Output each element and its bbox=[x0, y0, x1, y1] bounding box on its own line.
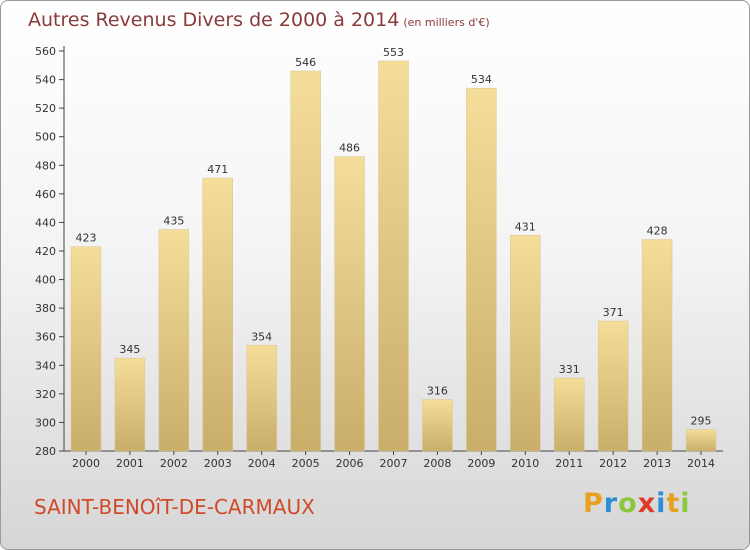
x-tick-label: 2011 bbox=[555, 457, 583, 470]
commune-name: SAINT-BENOîT-DE-CARMAUX bbox=[34, 495, 315, 519]
x-tick-label: 2009 bbox=[467, 457, 495, 470]
bars: 423 345 435 471 354 546 486 553 316 534 431 331 371 4… bbox=[70, 46, 717, 452]
proxiti-logo: Proxiti bbox=[583, 488, 691, 519]
x-tick-label: 2014 bbox=[687, 457, 715, 470]
y-tick-label: 460 bbox=[35, 188, 56, 201]
bar-value-label: 534 bbox=[471, 73, 492, 86]
bar bbox=[597, 320, 629, 452]
y-tick-label: 280 bbox=[35, 445, 56, 458]
bar-value-label: 546 bbox=[295, 56, 316, 69]
logo-letter: t bbox=[666, 488, 681, 519]
bar bbox=[378, 60, 409, 452]
y-tick-label: 420 bbox=[35, 245, 56, 258]
bar bbox=[685, 429, 717, 452]
x-tick-label: 2012 bbox=[599, 457, 627, 470]
y-tick-label: 520 bbox=[35, 102, 56, 115]
bar-value-label: 486 bbox=[339, 142, 360, 155]
x-tick-label: 2000 bbox=[72, 457, 100, 470]
logo-letter: i bbox=[656, 488, 667, 519]
bar bbox=[114, 357, 146, 452]
y-tick-label: 360 bbox=[35, 331, 56, 344]
bar bbox=[334, 156, 365, 452]
bar bbox=[466, 87, 497, 452]
y-tick-label: 300 bbox=[35, 416, 56, 429]
bar bbox=[246, 345, 277, 452]
bar-value-label: 295 bbox=[691, 415, 712, 428]
x-tick-label: 2002 bbox=[160, 457, 188, 470]
logo-letter: r bbox=[603, 488, 619, 519]
bar-value-label: 423 bbox=[75, 232, 96, 245]
bar bbox=[70, 246, 102, 452]
logo-letter: P bbox=[583, 488, 604, 519]
bar bbox=[510, 235, 541, 452]
bar bbox=[554, 377, 585, 452]
chart-title-unit: (en milliers d'€) bbox=[403, 16, 490, 29]
x-tick-label: 2010 bbox=[511, 457, 539, 470]
bar-value-label: 553 bbox=[383, 46, 404, 59]
bar bbox=[202, 177, 233, 452]
x-tick-label: 2001 bbox=[116, 457, 144, 470]
y-tick-label: 380 bbox=[35, 302, 56, 315]
bar-value-label: 428 bbox=[647, 225, 668, 238]
bar-value-label: 431 bbox=[515, 220, 536, 233]
x-tick-label: 2008 bbox=[423, 457, 451, 470]
bar bbox=[290, 70, 321, 452]
y-tick-label: 340 bbox=[35, 359, 56, 372]
bar-value-label: 435 bbox=[163, 215, 184, 228]
x-tick-label: 2003 bbox=[204, 457, 232, 470]
x-tick-label: 2005 bbox=[292, 457, 320, 470]
x-tick-label: 2004 bbox=[248, 457, 276, 470]
logo-letter: o bbox=[618, 488, 638, 519]
x-tick-label: 2006 bbox=[336, 457, 364, 470]
y-tick-label: 320 bbox=[35, 388, 56, 401]
bar bbox=[422, 399, 453, 452]
logo-letter: i bbox=[680, 488, 691, 519]
logo-letter: x bbox=[637, 488, 657, 519]
chart-title: Autres Revenus Divers de 2000 à 2014 (en … bbox=[28, 9, 490, 31]
bar-value-label: 331 bbox=[559, 363, 580, 376]
bar-value-label: 345 bbox=[119, 343, 140, 356]
bar-value-label: 316 bbox=[427, 385, 448, 398]
y-tick-label: 560 bbox=[35, 45, 56, 58]
bar-value-label: 354 bbox=[251, 330, 272, 343]
y-tick-label: 440 bbox=[35, 216, 56, 229]
y-tick-label: 540 bbox=[35, 74, 56, 87]
x-tick-label: 2013 bbox=[643, 457, 671, 470]
chart-title-text: Autres Revenus Divers de 2000 à 2014 bbox=[28, 9, 400, 31]
x-tick-label: 2007 bbox=[380, 457, 408, 470]
bar-value-label: 471 bbox=[207, 163, 228, 176]
y-tick-label: 500 bbox=[35, 131, 56, 144]
y-tick-label: 480 bbox=[35, 159, 56, 172]
bar bbox=[158, 229, 190, 452]
bar bbox=[641, 239, 673, 452]
bar-value-label: 371 bbox=[603, 306, 624, 319]
y-tick-label: 400 bbox=[35, 274, 56, 287]
